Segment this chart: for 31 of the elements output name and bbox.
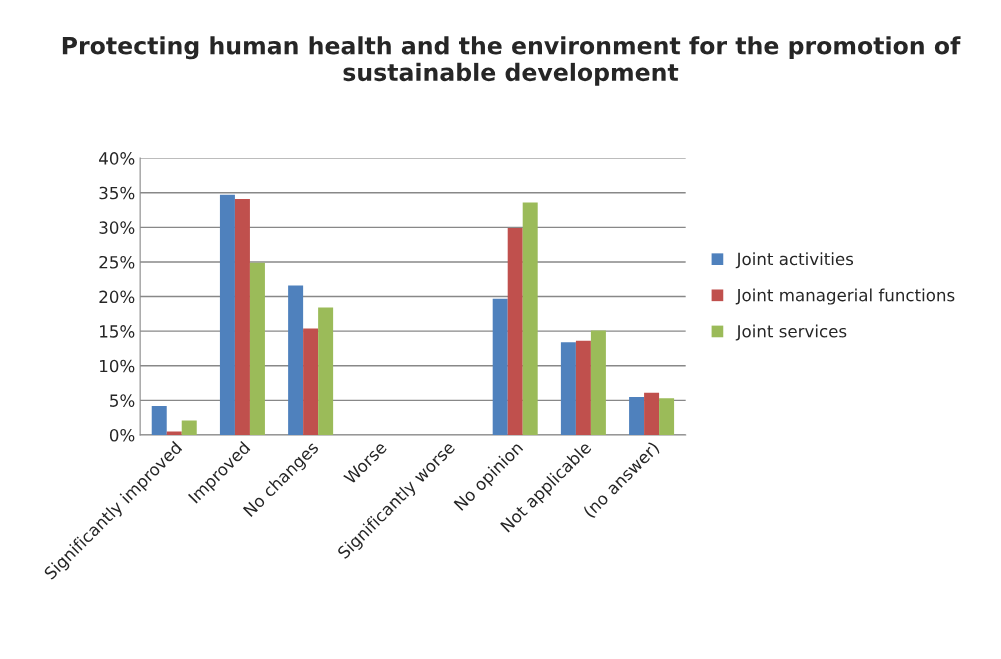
y-tick-label: 30%: [99, 221, 135, 234]
bar: [560, 342, 576, 435]
bar: [507, 228, 523, 435]
bar: [659, 398, 675, 435]
legend-label: Joint managerial functions: [735, 288, 955, 305]
bar: [249, 262, 265, 435]
y-tick-label: 40%: [99, 152, 135, 165]
bar: [644, 392, 660, 435]
y-tick-label: 35%: [99, 186, 135, 200]
bar: [629, 396, 645, 435]
bar: [151, 405, 167, 435]
legend-label: Joint services: [735, 324, 847, 341]
bar: [318, 307, 334, 435]
bar: [492, 298, 508, 435]
y-tick-label: 20%: [99, 290, 135, 304]
chart-title: Protecting human health and the environment for the promotion of sustainable development: [62, 36, 961, 86]
bar: [303, 328, 319, 435]
legend-label: Joint activities: [735, 252, 854, 269]
bar: [288, 285, 304, 435]
bar: [575, 340, 591, 435]
bar: [590, 330, 606, 435]
bar: [166, 431, 182, 435]
bar: [522, 202, 538, 435]
y-tick-label: 15%: [100, 325, 135, 338]
y-tick-label: 0%: [109, 428, 135, 442]
y-tick-label: 5%: [110, 394, 135, 407]
y-tick-label: 25%: [99, 255, 135, 269]
y-tick-label: 10%: [100, 359, 135, 373]
bar: [219, 194, 235, 435]
bar: [181, 420, 197, 435]
bar: [234, 198, 250, 435]
